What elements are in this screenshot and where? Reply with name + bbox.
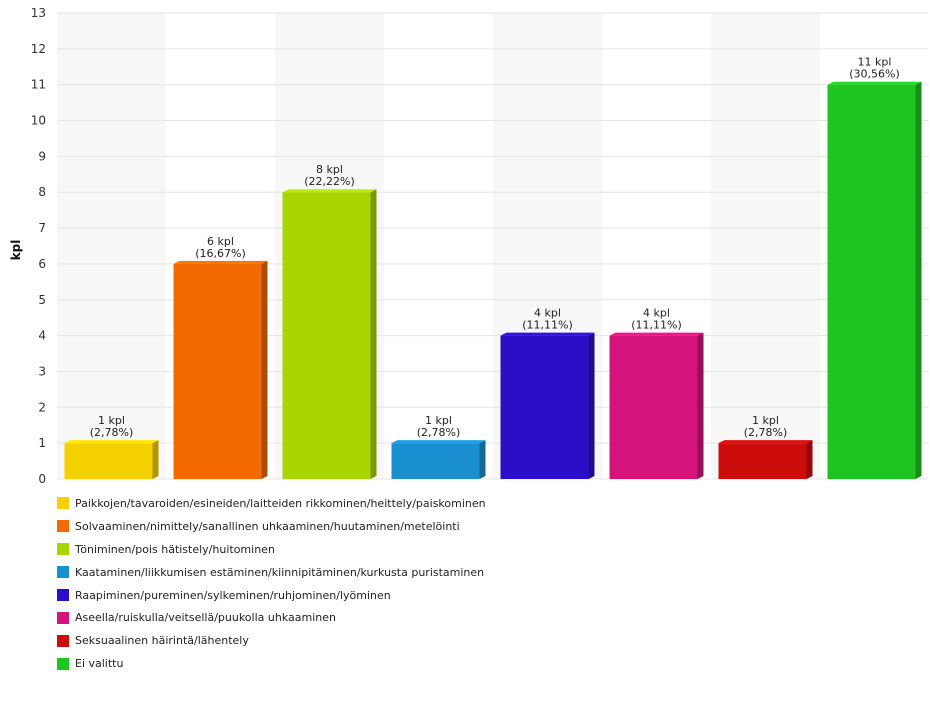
y-tick-label: 3 [38,364,46,378]
legend-swatch [57,657,69,670]
legend-label: Ei valittu [75,657,124,671]
bar-top [718,440,813,444]
bar [391,440,486,479]
legend-item: Solvaaminen/nimittely/sanallinen uhkaami… [57,517,486,536]
bar-percent-label: (11,11%) [522,319,573,332]
legend-label: Seksuaalinen häirintä/lähentely [75,634,249,648]
bar-face [500,335,589,479]
y-tick-label: 8 [38,185,46,199]
bar-value-label: 1 kpl [752,414,779,427]
legend-swatch [57,543,69,556]
bar-face [827,84,916,479]
legend-swatch [57,634,69,647]
y-tick-label: 6 [38,257,46,271]
y-tick-label: 11 [31,78,46,92]
bar-face [718,443,807,479]
bar-side [370,189,377,479]
bar-top [391,440,486,444]
legend: Paikkojen/tavaroiden/esineiden/laitteide… [57,494,486,677]
legend-item: Seksuaalinen häirintä/lähentely [57,631,486,650]
bar-face [282,192,371,479]
legend-swatch [57,497,69,510]
legend-item: Paikkojen/tavaroiden/esineiden/laitteide… [57,494,486,513]
legend-item: Raapiminen/pureminen/sylkeminen/ruhjomin… [57,586,486,605]
bar-side [261,260,268,479]
legend-label: Solvaaminen/nimittely/sanallinen uhkaami… [75,519,460,533]
bar [827,81,922,479]
bar-face [391,443,480,479]
bar-side [915,81,922,479]
legend-label: Aseella/ruiskulla/veitsellä/puukolla uhk… [75,611,336,625]
bar-side [479,440,486,479]
legend-item: Töniminen/pois hätistely/huitominen [57,540,486,559]
bar-side [588,332,595,479]
legend-swatch [57,520,69,533]
bar-percent-label: (2,78%) [744,426,788,439]
bar-top [282,189,377,193]
bar-face [64,443,153,479]
legend-label: Töniminen/pois hätistely/huitominen [75,542,275,556]
bar-value-label: 6 kpl [207,235,234,248]
y-tick-label: 13 [31,6,46,20]
bar [500,332,595,479]
bar-face [609,335,698,479]
y-tick-label: 5 [38,293,46,307]
legend-label: Paikkojen/tavaroiden/esineiden/laitteide… [75,496,486,510]
legend-swatch [57,566,69,579]
legend-label: Kaataminen/liikkumisen estäminen/kiinnip… [75,565,485,579]
plot-band [711,13,820,479]
bars [64,81,922,479]
bar [64,440,159,479]
bar-value-label: 11 kpl [858,56,892,69]
bar-value-label: 4 kpl [534,307,561,320]
bar-side [806,440,813,479]
y-tick-label: 1 [38,436,46,450]
bar-percent-label: (2,78%) [90,426,134,439]
bar-top [609,332,704,336]
bar-top [173,260,268,264]
bar-percent-label: (11,11%) [631,319,682,332]
legend-swatch [57,589,69,601]
bar-value-label: 1 kpl [425,414,452,427]
y-tick-label: 10 [31,114,46,128]
bar-percent-label: (2,78%) [417,426,461,439]
bar-value-label: 4 kpl [643,307,670,320]
y-tick-label: 2 [38,400,46,414]
legend-label: Raapiminen/pureminen/sylkeminen/ruhjomin… [75,588,391,602]
legend-swatch [57,611,69,624]
legend-item: Aseella/ruiskulla/veitsellä/puukolla uhk… [57,608,486,627]
bar-percent-label: (22,22%) [304,175,355,188]
bar [282,189,377,479]
bar-value-label: 8 kpl [316,163,343,176]
bar [718,440,813,479]
y-tick-label: 4 [38,329,46,343]
y-tick-label: 0 [38,472,46,486]
plot-bands [57,13,820,479]
y-tick-label: 7 [38,221,46,235]
bar-top [827,81,922,85]
legend-item: Kaataminen/liikkumisen estäminen/kiinnip… [57,563,486,582]
bar-value-label: 1 kpl [98,414,125,427]
bar-face [173,263,262,479]
bar [609,332,704,479]
y-tick-label: 9 [38,149,46,163]
bar-top [500,332,595,336]
legend-item: Ei valittu [57,654,486,673]
bar-side [152,440,159,479]
bar-side [697,332,704,479]
bar-top [64,440,159,444]
bar-percent-label: (30,56%) [849,68,900,81]
bar-percent-label: (16,67%) [195,247,246,260]
y-tick-label: 12 [31,42,46,56]
bar [173,260,268,479]
data-labels: 1 kpl(2,78%)6 kpl(16,67%)8 kpl(22,22%)1 … [90,56,900,439]
plot-band [57,13,166,479]
y-axis-label: kpl [9,240,23,261]
